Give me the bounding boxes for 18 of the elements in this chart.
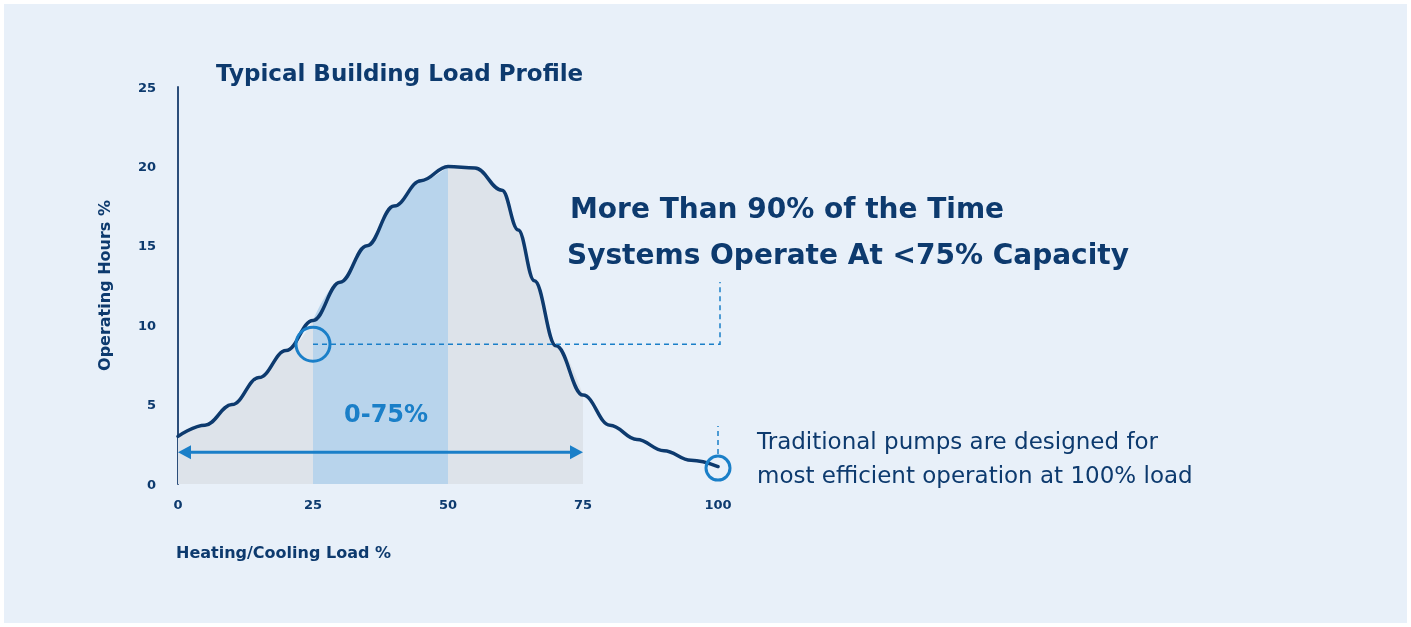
- y-tick-label: 25: [137, 79, 156, 95]
- y-tick-label: 0: [146, 476, 156, 492]
- annotation: Systems Operate At <75% Capacity: [567, 237, 1129, 271]
- x-tick-label: 75: [573, 497, 593, 512]
- y-tick-label: 20: [137, 158, 156, 174]
- y-axis-title: Operating Hours %: [94, 200, 114, 371]
- x-tick-label: 50: [438, 497, 458, 512]
- y-tick-label: 15: [137, 238, 156, 254]
- x-tick-label: 0: [173, 497, 183, 512]
- annotation: 0-75%: [344, 400, 429, 428]
- chart-title: Typical Building Load Profile: [216, 59, 584, 86]
- x-tick-label: 25: [303, 497, 323, 512]
- text: Traditional pumps are designed for most efficient operation at 100% load: [756, 428, 1193, 488]
- x-tick-label: 100: [704, 497, 732, 512]
- x-axis-title: Heating/Cooling Load %: [176, 542, 392, 562]
- y-tick-label: 5: [146, 397, 156, 413]
- y-tick-label: 10: [137, 317, 156, 333]
- annotation: More Than 90% of the Time: [570, 191, 1005, 225]
